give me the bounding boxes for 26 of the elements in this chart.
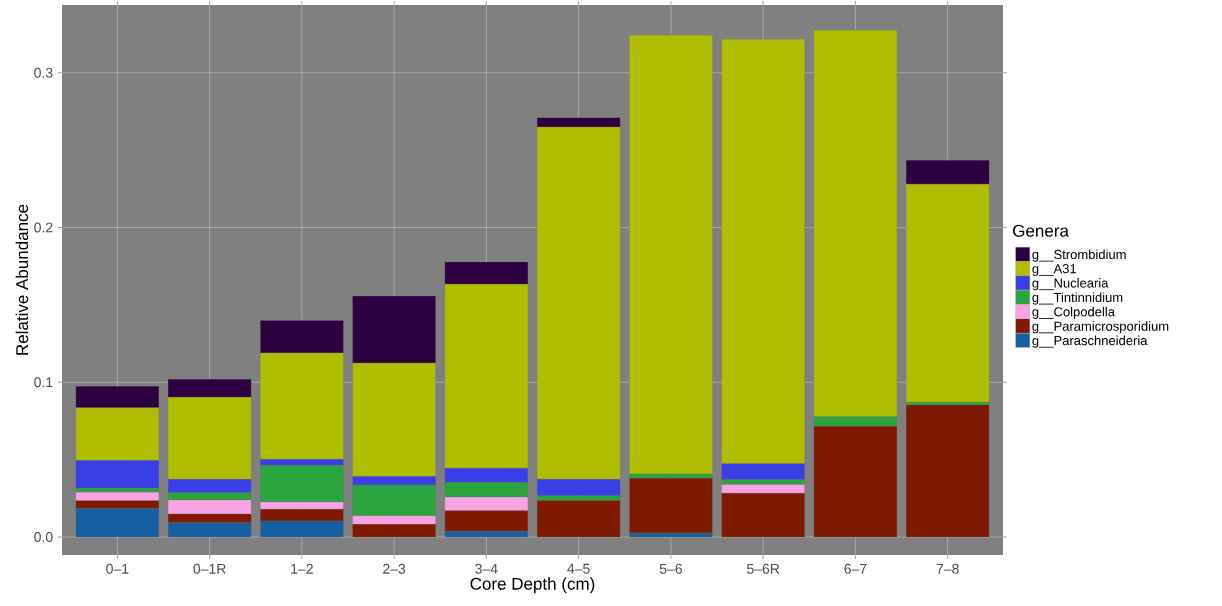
legend-label: g__Colpodella [1032,306,1115,319]
x-tick-label: 2–3 [383,563,406,574]
y-axis-title: Relative Abundance [15,204,29,355]
legend-label: g__Tintinnidium [1032,292,1123,305]
legend-label: g__Nuclearia [1032,278,1109,291]
y-tick-label: 0.0 [34,532,53,543]
legend-title: Genera [1013,224,1069,237]
x-tick-label: 1–2 [291,563,313,574]
x-axis-title: Core Depth (cm) [470,577,595,594]
y-tick-label: 0.1 [34,377,53,388]
bar [906,404,990,538]
x-tick-label: 0–1 [106,563,129,574]
x-tick-label: 6–7 [844,563,867,574]
bar [629,35,713,475]
y-tick-label: 0.3 [34,67,53,78]
x-tick-label: 5–6R [746,563,780,574]
x-tick-label: 3–4 [475,563,498,574]
legend-label: g__Paramicrosporidium [1032,321,1169,334]
x-tick-label: 5–6 [659,563,682,574]
x-tick-label: 0–1R [193,563,226,574]
y-tick-label: 0.2 [34,222,53,233]
legend-label: g__A31 [1032,264,1077,276]
x-tick-label: 4–5 [567,563,590,574]
legend-label: g__Strombidium [1032,249,1126,262]
legend-label: g__Paraschneideria [1032,335,1148,348]
x-tick-label: 7–8 [936,563,959,574]
